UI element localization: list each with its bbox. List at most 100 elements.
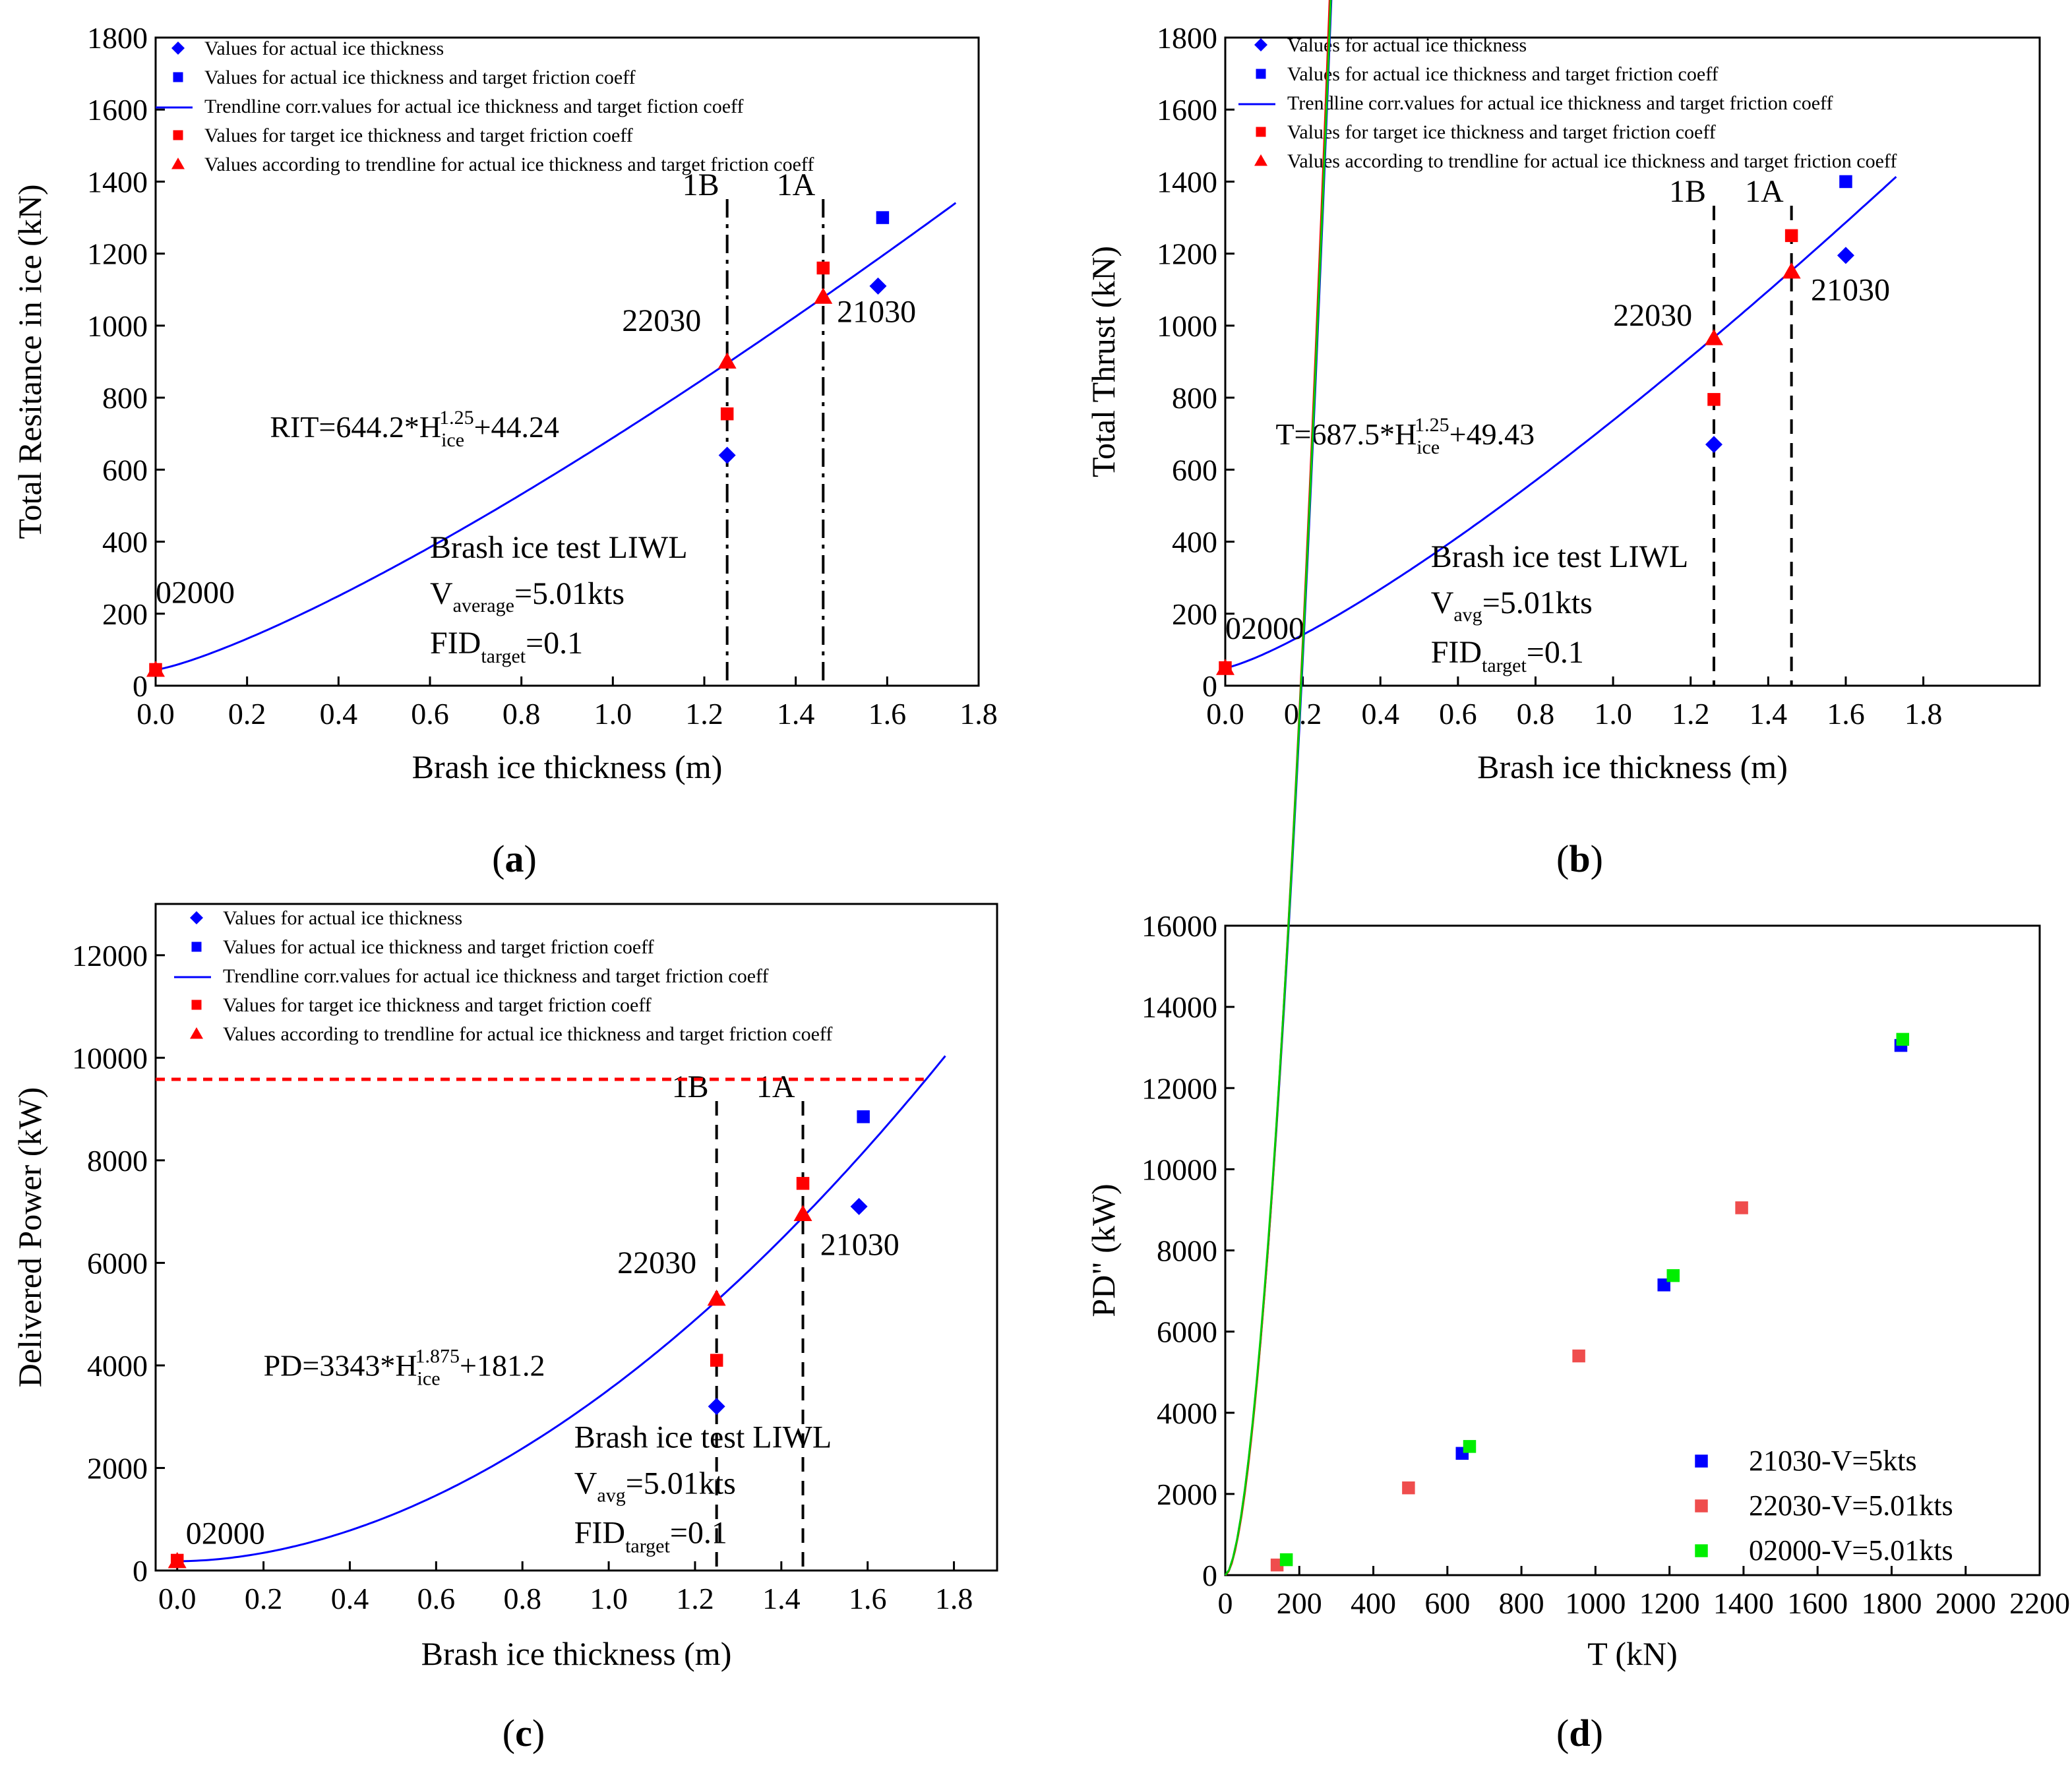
data-point-trendline_values: [814, 287, 833, 304]
x-tick-label: 1.8: [935, 1582, 973, 1615]
info-velocity: Vavg=5.01kts: [1431, 585, 1593, 626]
x-tick-label: 400: [1351, 1586, 1396, 1620]
x-tick-label: 1600: [1787, 1586, 1848, 1620]
legend-marker: [1256, 69, 1266, 79]
point-label: 02000: [156, 575, 235, 610]
legend-marker: [190, 1027, 203, 1039]
data-point: [1279, 1553, 1293, 1567]
data-point-actual: [850, 1197, 868, 1215]
x-tick-label: 0.8: [503, 697, 541, 731]
point-label: 22030: [622, 303, 701, 338]
x-tick-label: 0.2: [1284, 697, 1322, 731]
data-point-target: [720, 407, 734, 421]
legend-marker: [171, 158, 185, 169]
x-tick-label: 0: [1218, 1586, 1233, 1620]
info-part: FID: [574, 1515, 625, 1550]
y-tick-label: 1600: [87, 93, 148, 127]
info-part: avg: [597, 1484, 625, 1506]
plot-frame: [1224, 924, 2041, 1576]
y-tick-label: 8000: [1157, 1234, 1217, 1268]
legend-marker: [173, 130, 183, 140]
y-tick-label: 1200: [87, 237, 148, 271]
equation-part: 1.25: [439, 407, 474, 429]
x-tick-label: 0.4: [1361, 697, 1399, 731]
x-tick-label: 1.2: [685, 697, 723, 731]
y-tick-label: 12000: [1142, 1071, 1217, 1105]
data-point-actual: [869, 277, 887, 295]
y-tick-label: 10000: [1142, 1153, 1217, 1186]
equation-part: ice: [441, 429, 464, 451]
x-tick-label: 1.8: [960, 697, 998, 731]
point-label: 02000: [186, 1516, 265, 1551]
y-tick-label: 800: [102, 381, 148, 415]
info-title: Brash ice test LIWL: [574, 1420, 832, 1454]
plot-frame: [154, 903, 998, 1572]
legend-entry: Trendline corr.values for actual ice thi…: [1287, 92, 1833, 114]
info-part: V: [574, 1466, 597, 1501]
legend-marker: [1256, 127, 1266, 137]
x-axis-label: T (kN): [1587, 1635, 1678, 1672]
panel-label: (a): [492, 837, 537, 880]
panel-letter: c: [515, 1712, 532, 1754]
legend-entry: Trendline corr.values for actual ice thi…: [223, 965, 769, 987]
info-part: FID: [430, 626, 481, 661]
x-axis-label: Brash ice thickness (m): [1477, 748, 1788, 785]
y-axis-label: Delivered Power (kW): [11, 1087, 48, 1387]
y-axis-label: Total Thrust (kN): [1085, 246, 1122, 477]
y-tick-label: 800: [1172, 381, 1217, 415]
data-point-target: [816, 261, 830, 275]
x-tick-label: 1.6: [868, 697, 907, 731]
trendline-curve: [177, 1055, 946, 1563]
info-fid: FIDtarget=0.1: [574, 1515, 727, 1557]
y-tick-label: 2000: [1157, 1478, 1217, 1511]
data-point-trendline_values: [1782, 262, 1801, 279]
fit-curve-2: [1224, 0, 1332, 1576]
y-tick-label: 4000: [87, 1349, 148, 1383]
x-axis-label: Brash ice thickness (m): [421, 1635, 732, 1672]
panel-letter: a: [505, 837, 524, 880]
legend-marker: [1695, 1454, 1708, 1468]
panel-letter: d: [1569, 1712, 1590, 1754]
y-tick-label: 200: [1172, 597, 1217, 631]
x-tick-label: 1.6: [1827, 697, 1865, 731]
legend-entry: Values according to trendline for actual…: [1287, 150, 1897, 172]
data-point-actual_target_friction: [876, 211, 890, 224]
x-tick-label: 1400: [1713, 1586, 1774, 1620]
info-part: FID: [1431, 635, 1482, 670]
y-tick-label: 400: [102, 525, 148, 559]
y-tick-label: 10000: [72, 1041, 148, 1075]
panel-label: (b): [1556, 837, 1603, 880]
equation-part: ice: [1417, 436, 1440, 458]
point-label: 22030: [617, 1245, 696, 1280]
vertical-line-label: 1B: [1669, 174, 1706, 209]
x-tick-label: 0.4: [320, 697, 358, 731]
legend-entry: Values for actual ice thickness: [223, 907, 462, 929]
info-part: target: [1482, 655, 1527, 676]
legend-entry: Values for target ice thickness and targ…: [223, 994, 652, 1016]
legend-marker: [171, 42, 185, 55]
y-tick-label: 0: [133, 669, 148, 703]
info-part: target: [481, 645, 526, 667]
legend-marker: [1695, 1499, 1708, 1512]
x-tick-label: 2000: [1935, 1586, 1996, 1620]
info-part: =0.1: [670, 1515, 727, 1550]
info-part: target: [625, 1535, 670, 1557]
x-tick-label: 1.0: [594, 697, 632, 731]
x-tick-label: 1800: [1861, 1586, 1922, 1620]
data-point-actual_target_friction: [857, 1110, 870, 1123]
x-tick-label: 1.2: [676, 1582, 714, 1615]
vertical-line-label: 1A: [777, 167, 816, 202]
y-tick-label: 600: [102, 453, 148, 487]
equation-part: RIT=644.2*H: [270, 410, 441, 444]
y-tick-label: 0: [1202, 1559, 1217, 1592]
data-point-trendline_values: [146, 660, 165, 677]
data-point-trendline_values: [1216, 659, 1234, 675]
legend-entry: Trendline corr.values for actual ice thi…: [204, 96, 744, 117]
x-tick-label: 0.0: [158, 1582, 197, 1615]
data-point: [1402, 1481, 1415, 1495]
equation-part: 1.875: [415, 1345, 460, 1367]
data-point-target: [1784, 229, 1798, 243]
x-tick-label: 0.2: [228, 697, 266, 731]
data-point-trendline_values: [717, 352, 737, 369]
